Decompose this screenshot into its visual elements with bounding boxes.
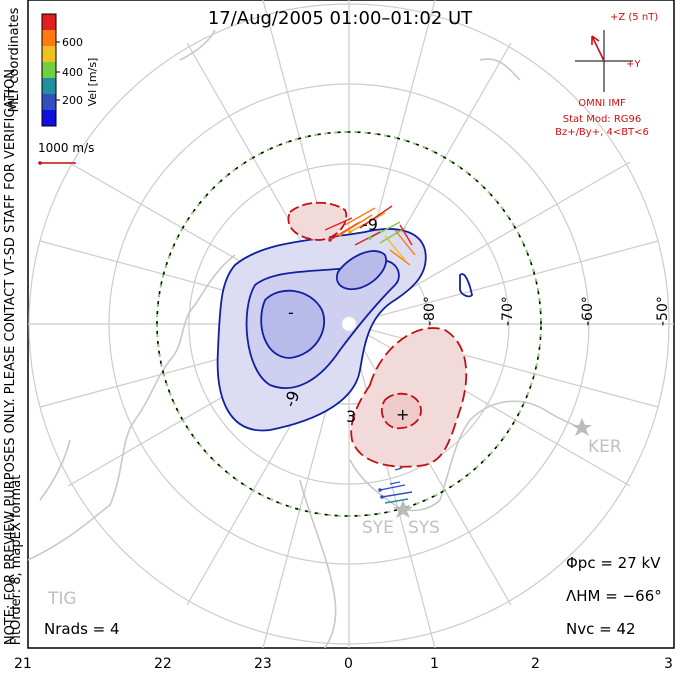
positive-cell [287, 201, 468, 468]
colorbar-tick-600: 600 [62, 36, 83, 49]
imf-stat-mod: Stat Mod: RG96 [563, 114, 642, 125]
colorbar-swatch [42, 14, 56, 30]
stat-nvc: Nvc = 42 [566, 620, 636, 638]
colorbar-tick-400: 400 [62, 66, 83, 79]
colorbar-swatch [42, 46, 56, 62]
mlt-tick-1: 1 [430, 656, 439, 672]
velocity-vectors [324, 205, 416, 504]
stat-nrads: Nrads = 4 [44, 620, 120, 638]
colorbar-swatch [42, 110, 56, 126]
contour-label-neg-top: -9 [362, 215, 378, 234]
contour-label-max: + [396, 405, 409, 424]
fit-order: FitOrder: 8, mapEX format [9, 475, 24, 646]
colorbar-swatch [42, 94, 56, 110]
station-markers [393, 418, 592, 518]
lat-label-50: -50° [655, 296, 671, 326]
imf-clock [575, 30, 633, 92]
stat-phi-pc: Φpc = 27 kV [566, 554, 661, 572]
lat-label-70: -70° [500, 296, 516, 326]
coord-label: MLT coordinates [7, 7, 22, 112]
station-ker: KER [588, 437, 622, 457]
hmb-boundary-green [156, 131, 542, 517]
imf-z-label: +Z (5 nT) [610, 12, 658, 23]
imf-y-label: +Y [626, 59, 641, 70]
mlt-tick-2: 2 [531, 656, 540, 672]
station-sys: SYS [408, 518, 440, 538]
negative-cell [216, 228, 473, 432]
vector-scale-label: 1000 m/s [38, 141, 94, 155]
colorbar-border [41, 13, 57, 127]
colorbar-swatch [42, 62, 56, 78]
contour-label-neg-bottom: -9 [280, 388, 303, 409]
contour-label-min: - [288, 303, 294, 322]
colorbar-swatch [42, 78, 56, 94]
mlt-tick-3: 3 [664, 656, 673, 672]
lat-label-60: -60° [580, 296, 596, 326]
imf-source: OMNI IMF [578, 98, 626, 109]
lat-label-80: -80° [422, 296, 438, 326]
colorbar-tick-200: 200 [62, 94, 83, 107]
colorbar-label: Vel [m/s] [86, 58, 99, 107]
map-title: 17/Aug/2005 01:00–01:02 UT [208, 8, 473, 29]
contour-label-pos: 3 [346, 407, 356, 426]
preview-note: NOTE: FOR PREVIEW PURPOSES ONLY. PLEASE … [3, 65, 18, 645]
station-sye: SYE [362, 518, 394, 538]
mlt-tick-21: 21 [14, 656, 32, 672]
mlt-tick-23: 23 [254, 656, 272, 672]
station-tig: TIG [47, 589, 77, 609]
pole-marker [341, 316, 357, 332]
mlt-tick-22: 22 [154, 656, 172, 672]
mlt-tick-0: 0 [344, 656, 353, 672]
colorbar [41, 13, 57, 127]
imf-condition: Bz+/By+, 4<BT<6 [555, 127, 649, 138]
stat-lambda-hm: ΛHM = −66° [566, 587, 662, 605]
colorbar-swatch [42, 30, 56, 46]
